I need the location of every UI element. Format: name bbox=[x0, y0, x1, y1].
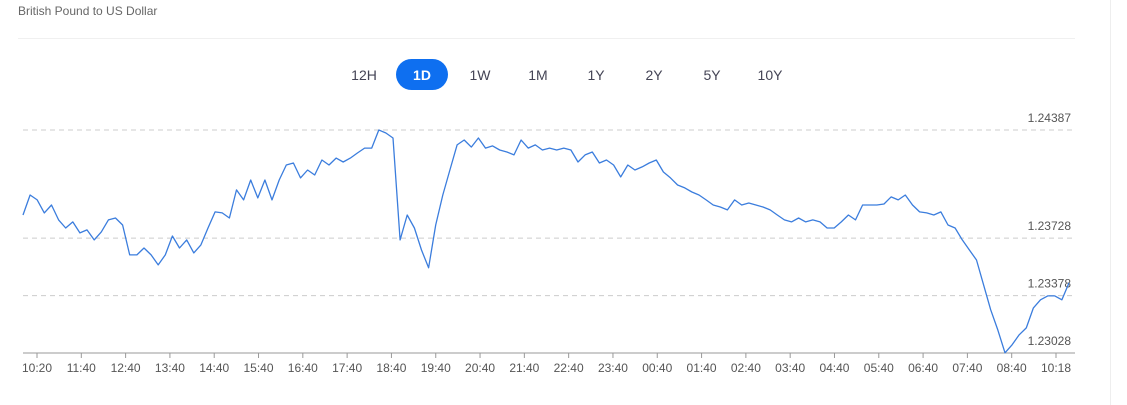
x-tick-label: 20:40 bbox=[465, 361, 495, 375]
y-tick-label: 1.24387 bbox=[1028, 111, 1072, 125]
border bbox=[1110, 0, 1111, 405]
range-tab[interactable]: 12H bbox=[351, 66, 377, 83]
range-tab[interactable]: 10Y bbox=[757, 66, 783, 83]
price-line bbox=[22, 129, 1070, 354]
range-tab[interactable]: 1Y bbox=[587, 66, 605, 83]
x-tick-label: 15:40 bbox=[244, 361, 274, 375]
chart-title: British Pound to US Dollar bbox=[18, 4, 158, 18]
x-tick-label: 22:40 bbox=[554, 361, 584, 375]
divider bbox=[18, 38, 1075, 39]
y-tick-label: 1.23378 bbox=[1028, 277, 1072, 291]
x-tick-label: 17:40 bbox=[332, 361, 362, 375]
x-tick-label: 11:40 bbox=[67, 361, 96, 375]
range-tab[interactable]: 5Y bbox=[703, 66, 721, 83]
x-tick-label: 04:40 bbox=[819, 361, 849, 375]
x-tick-label: 08:40 bbox=[997, 361, 1027, 375]
x-tick-label: 21:40 bbox=[509, 361, 539, 375]
x-tick-label: 18:40 bbox=[376, 361, 406, 375]
x-tick-label: 00:40 bbox=[642, 361, 672, 375]
range-tabs: 12H 1D 1W 1M 1Y 2Y 5Y 10Y bbox=[338, 59, 802, 90]
x-tick-label: 16:40 bbox=[288, 361, 318, 375]
range-tab[interactable]: 1D bbox=[396, 59, 448, 90]
x-tick-label: 06:40 bbox=[908, 361, 938, 375]
x-tick-label: 14:40 bbox=[199, 361, 229, 375]
y-tick-label: 1.23728 bbox=[1028, 219, 1072, 233]
x-tick-label: 05:40 bbox=[864, 361, 894, 375]
range-tab[interactable]: 2Y bbox=[645, 66, 663, 83]
range-tab[interactable]: 1W bbox=[469, 66, 491, 83]
x-tick-label: 12:40 bbox=[111, 361, 141, 375]
x-tick-label: 07:40 bbox=[952, 361, 982, 375]
x-tick-label: 10:20 bbox=[22, 361, 52, 375]
x-tick-label: 10:18 bbox=[1041, 361, 1071, 375]
x-tick-label: 03:40 bbox=[775, 361, 805, 375]
x-tick-label: 23:40 bbox=[598, 361, 628, 375]
x-tick-label: 02:40 bbox=[731, 361, 761, 375]
x-tick-label: 13:40 bbox=[155, 361, 185, 375]
x-tick-label: 01:40 bbox=[687, 361, 717, 375]
y-tick-label: 1.23028 bbox=[1028, 334, 1072, 348]
range-tab[interactable]: 1M bbox=[528, 66, 548, 83]
x-tick-label: 19:40 bbox=[421, 361, 451, 375]
